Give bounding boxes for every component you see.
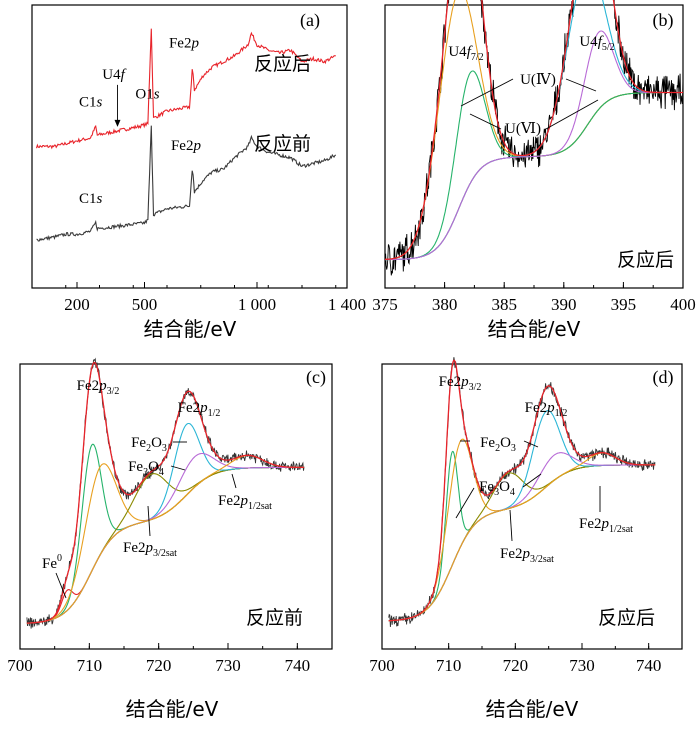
panel-c-label: (c) [306, 367, 326, 388]
panel-a-peak-label: O1s [135, 0, 159, 2]
panel-b-u4f72-label: U4f7/2 [448, 44, 483, 63]
panel-d-component [388, 452, 656, 622]
panel-c-envelope [26, 361, 305, 624]
panel-c-component [26, 443, 305, 624]
panel-d-xtick-label: 720 [503, 656, 529, 675]
panel-c-xlabel: 结合能/eV [126, 697, 219, 721]
panel-b-envelope [385, 0, 683, 261]
panel-c-fe0-label: Fe0 [42, 553, 62, 572]
panel-a-arrowhead [114, 119, 121, 127]
panel-c-fe2p32-label: Fe2p3/2 [77, 378, 120, 397]
panel-b-u4-leader-left [460, 78, 514, 107]
panel-c-fe2p32sat-leader [147, 505, 151, 537]
panel-b-xtick-label: 385 [491, 295, 517, 314]
panel-d-fe3o4-leader-right [522, 473, 542, 488]
panel-b-xtick-label: 400 [670, 295, 696, 314]
panel-a-xlabel: 结合能/eV [144, 317, 237, 341]
panel-a-peak-label: C1s [79, 191, 103, 207]
panel-d-fe2p32-label: Fe2p3/2 [439, 374, 482, 393]
panel-d-fe3o4-label: Fe3O4 [479, 479, 515, 498]
panel-c-fe3o4-label: Fe3O4 [128, 459, 164, 478]
panel-d-fe2o3-leader-right [523, 440, 539, 448]
panel-a-peak-label: Fe2p [169, 36, 200, 52]
panel-d-fe2p12sat-label: Fe2p1/2sat [579, 516, 633, 535]
panel-a-xtick-label: 200 [64, 295, 90, 314]
panel-c-fe0-leader [55, 572, 67, 599]
panel-b-corner: 反应后 [617, 249, 674, 271]
panel-c-fe2p12sat-leader [231, 473, 237, 489]
panel-c-xtick-label: 720 [146, 656, 172, 675]
panel-a-xtick-label: 1 400 [328, 295, 366, 314]
panel-a-peak-label: C1s [79, 95, 103, 111]
panel-b-u6-leader-left [469, 113, 502, 130]
panel-d-fe3o4-leader [455, 487, 475, 519]
panel-d-xlabel: 结合能/eV [486, 697, 579, 721]
panel-c-fe2p12sat-label: Fe2p1/2sat [218, 493, 272, 512]
panel-a-xtick-label: 1 000 [238, 295, 276, 314]
panel-d-component [388, 409, 656, 622]
panel-a-survey: (a) 200 500 1 000 1 400 C1s U4f O1s Fe2p C1s O1s… [31, 0, 366, 341]
panel-b-u6-leader-right [545, 99, 599, 130]
panel-b-component [385, 30, 683, 261]
panel-d-raw-spectrum [388, 357, 656, 628]
panel-c-xtick-label: 710 [77, 656, 103, 675]
panel-d-xtick-label: 700 [369, 656, 395, 675]
panel-d-envelope [388, 359, 656, 622]
panel-b-u4f52-label: U4f5/2 [579, 34, 614, 53]
panel-c-corner: 反应前 [246, 607, 303, 629]
panel-d-xtick-label: 730 [569, 656, 595, 675]
panel-a-peak-label: Fe2p [171, 138, 202, 154]
panel-d-xtick-label: 740 [636, 656, 662, 675]
panel-b-baseline [385, 91, 683, 261]
panel-c-fe2p-before: (c) 700 710 720 730 740 Fe2p3/2 Fe2p1/2 Fe2O3 F… [7, 357, 333, 721]
panel-c-fe2p32sat-label: Fe2p3/2sat [123, 540, 177, 559]
panel-b-raw-spectrum [384, 0, 684, 276]
panel-d-frame [381, 363, 683, 650]
panel-c-xtick-label: 730 [215, 656, 241, 675]
panel-d-xtick-label: 710 [436, 656, 462, 675]
panel-d-fe2p32sat-leader [509, 509, 513, 542]
panel-b-xlabel: 结合能/eV [488, 317, 581, 341]
panel-d-fe2p32sat-label: Fe2p3/2sat [500, 546, 554, 565]
panel-b-u4f: (b) 375 380 385 390 395 400 U4f7/2 U4f5/2 U(Ⅳ) U… [372, 0, 696, 341]
panel-c-fe3o4-leader [170, 465, 186, 471]
panel-b-label: (b) [653, 10, 674, 31]
panel-c-frame [19, 363, 333, 650]
panel-b-xtick-label: 380 [432, 295, 458, 314]
panel-c-fe2p12-label: Fe2p1/2 [178, 400, 221, 419]
panel-a-after-label: 反应后 [254, 53, 311, 75]
panel-a-series-after [35, 28, 336, 150]
panel-a-peak-label: U4f [102, 67, 126, 83]
panel-c-xtick-label: 700 [7, 656, 33, 675]
panel-a-xtick-label: 500 [132, 295, 158, 314]
panel-b-xtick-label: 375 [372, 295, 398, 314]
panel-b-xtick-label: 390 [551, 295, 577, 314]
panel-d-fe2p12-label: Fe2p1/2 [525, 400, 568, 419]
panel-d-label: (d) [653, 367, 674, 388]
panel-b-u4-leader-right [565, 78, 597, 92]
panel-b-u6-label: U(Ⅵ) [505, 121, 541, 137]
panel-c-xtick-label: 740 [285, 656, 311, 675]
panel-a-label: (a) [300, 10, 320, 31]
panel-a-frame [31, 4, 348, 289]
panel-d-fe2p-after: (d) 700 710 720 730 740 Fe2p3/2 Fe2p1/2 Fe2O3 F… [369, 357, 683, 721]
panel-d-component [388, 452, 656, 622]
panel-c-component [26, 463, 305, 624]
panel-a-before-label: 反应前 [254, 133, 311, 155]
panel-d-component [388, 450, 656, 622]
panel-b-xtick-label: 395 [611, 295, 637, 314]
panel-d-fe2o3-label: Fe2O3 [480, 435, 516, 454]
panel-d-corner: 反应后 [598, 607, 655, 629]
panel-a-peak-label: O1s [135, 87, 159, 103]
panel-a-series-before [36, 125, 337, 242]
panel-b-u4-label: U(Ⅳ) [520, 72, 556, 88]
panel-c-fe2o3-label: Fe2O3 [131, 435, 167, 454]
